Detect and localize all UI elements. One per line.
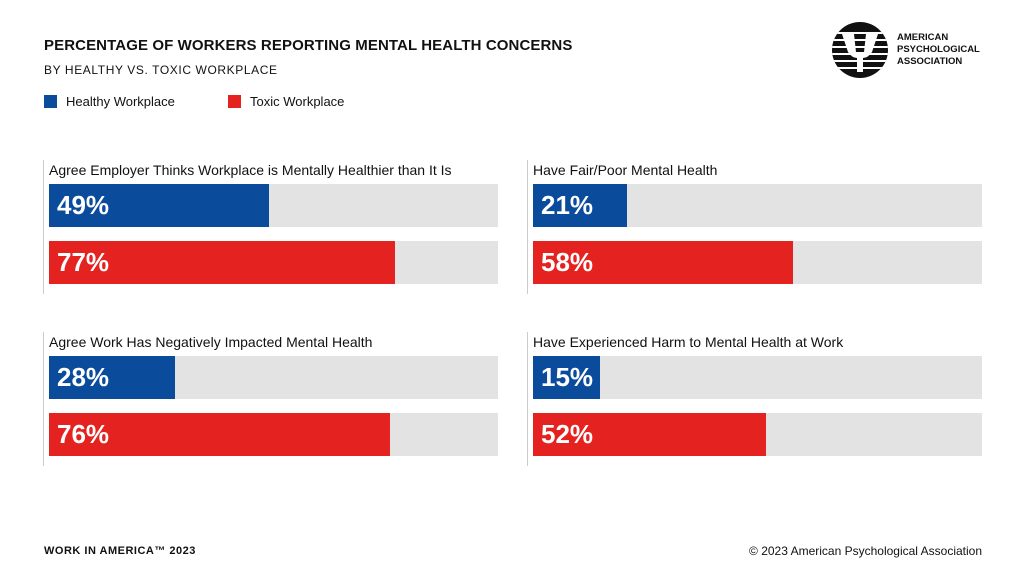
chart-panel: Have Experienced Harm to Mental Health a… (527, 332, 983, 466)
logo-text: AMERICAN PSYCHOLOGICAL ASSOCIATION (897, 32, 980, 67)
bar-healthy (49, 356, 175, 399)
bar-toxic (49, 241, 395, 284)
bar-track: 77% (49, 241, 498, 284)
bar-track: 28% (49, 356, 498, 399)
bar-healthy (533, 184, 628, 227)
chart-panel: Have Fair/Poor Mental Health 21% 58% (527, 160, 983, 294)
bar-healthy (49, 184, 269, 227)
bar-healthy (533, 356, 601, 399)
bar-track: 58% (533, 241, 982, 284)
bar-toxic (49, 413, 391, 456)
category-label: Agree Work Has Negatively Impacted Menta… (49, 334, 373, 350)
data-label: 28% (57, 362, 110, 392)
category-label: Have Fair/Poor Mental Health (533, 162, 718, 178)
chart-panel: Agree Employer Thinks Workplace is Menta… (43, 160, 499, 294)
chart-subtitle: BY HEALTHY VS. TOXIC WORKPLACE (44, 63, 278, 77)
bar-track: 49% (49, 184, 498, 227)
data-label: 52% (541, 419, 594, 449)
bar-track: 21% (533, 184, 982, 227)
category-label: Have Experienced Harm to Mental Health a… (533, 334, 844, 350)
psi-logo-icon (832, 22, 888, 78)
chart-panel: Agree Work Has Negatively Impacted Menta… (43, 332, 499, 466)
legend-swatch-toxic (228, 95, 241, 108)
data-label: 21% (541, 190, 594, 220)
footer-series: WORK IN AMERICA™ 2023 (44, 545, 196, 557)
category-label: Agree Employer Thinks Workplace is Menta… (49, 162, 452, 178)
legend-item-toxic: Toxic Workplace (228, 94, 344, 109)
legend-swatch-healthy (44, 95, 57, 108)
data-label: 49% (57, 190, 110, 220)
bar-toxic (533, 413, 767, 456)
legend-item-healthy: Healthy Workplace (44, 94, 175, 109)
data-label: 76% (57, 419, 110, 449)
bar-track: 76% (49, 413, 498, 456)
apa-logo: AMERICAN PSYCHOLOGICAL ASSOCIATION (832, 22, 980, 78)
bar-toxic (533, 241, 794, 284)
bar-track: 52% (533, 413, 982, 456)
footer-copyright: © 2023 American Psychological Associatio… (749, 544, 982, 558)
data-label: 58% (541, 247, 594, 277)
chart-title: PERCENTAGE OF WORKERS REPORTING MENTAL H… (44, 37, 573, 54)
data-label: 15% (541, 362, 594, 392)
bar-track: 15% (533, 356, 982, 399)
legend-label: Healthy Workplace (66, 94, 175, 109)
data-label: 77% (57, 247, 110, 277)
legend-label: Toxic Workplace (250, 94, 345, 109)
